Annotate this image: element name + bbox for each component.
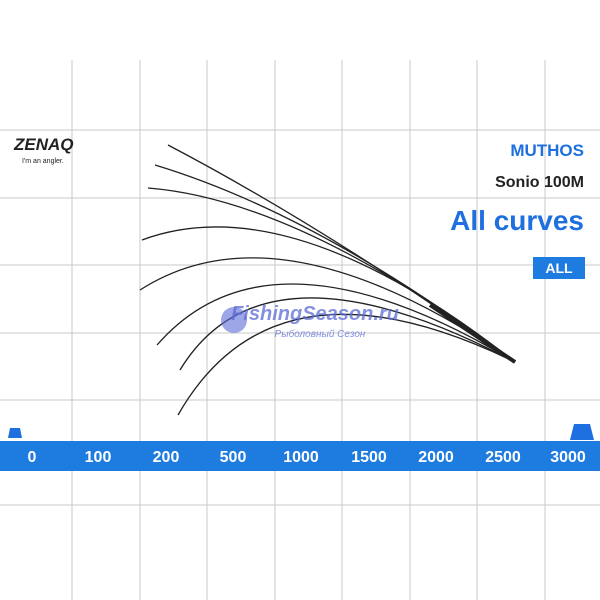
page-title: All curves (450, 205, 584, 236)
scale-label: 2500 (485, 449, 521, 466)
grid (0, 60, 600, 600)
watermark-logo (221, 307, 247, 333)
scale-label: 1500 (351, 449, 387, 466)
all-button[interactable] (533, 257, 585, 279)
scale-label: 1000 (283, 449, 319, 466)
model-name: Sonio 100M (495, 174, 584, 191)
scale-label: 500 (220, 449, 247, 466)
scale-label: 200 (153, 449, 180, 466)
scale-label: 100 (85, 449, 112, 466)
scale-labels: 0 100 200 500 1000 1500 2000 2500 3000 (28, 449, 586, 466)
weight-icon-large (570, 424, 594, 440)
scale-label: 0 (28, 449, 37, 466)
series-name: MUTHOS (510, 141, 584, 160)
weight-icon-small (8, 428, 22, 438)
all-button-label[interactable]: ALL (545, 260, 573, 276)
watermark-site: FishingSeason.ru (231, 303, 399, 325)
brand-name: ZENAQ (13, 135, 74, 154)
scale-band (0, 441, 600, 471)
rod-curves (139, 144, 517, 416)
scale-label: 2000 (418, 449, 454, 466)
watermark-subtitle: Рыболовный Сезон (275, 328, 366, 340)
scale-label: 3000 (550, 449, 586, 466)
brand-tagline: I'm an angler. (22, 158, 64, 165)
